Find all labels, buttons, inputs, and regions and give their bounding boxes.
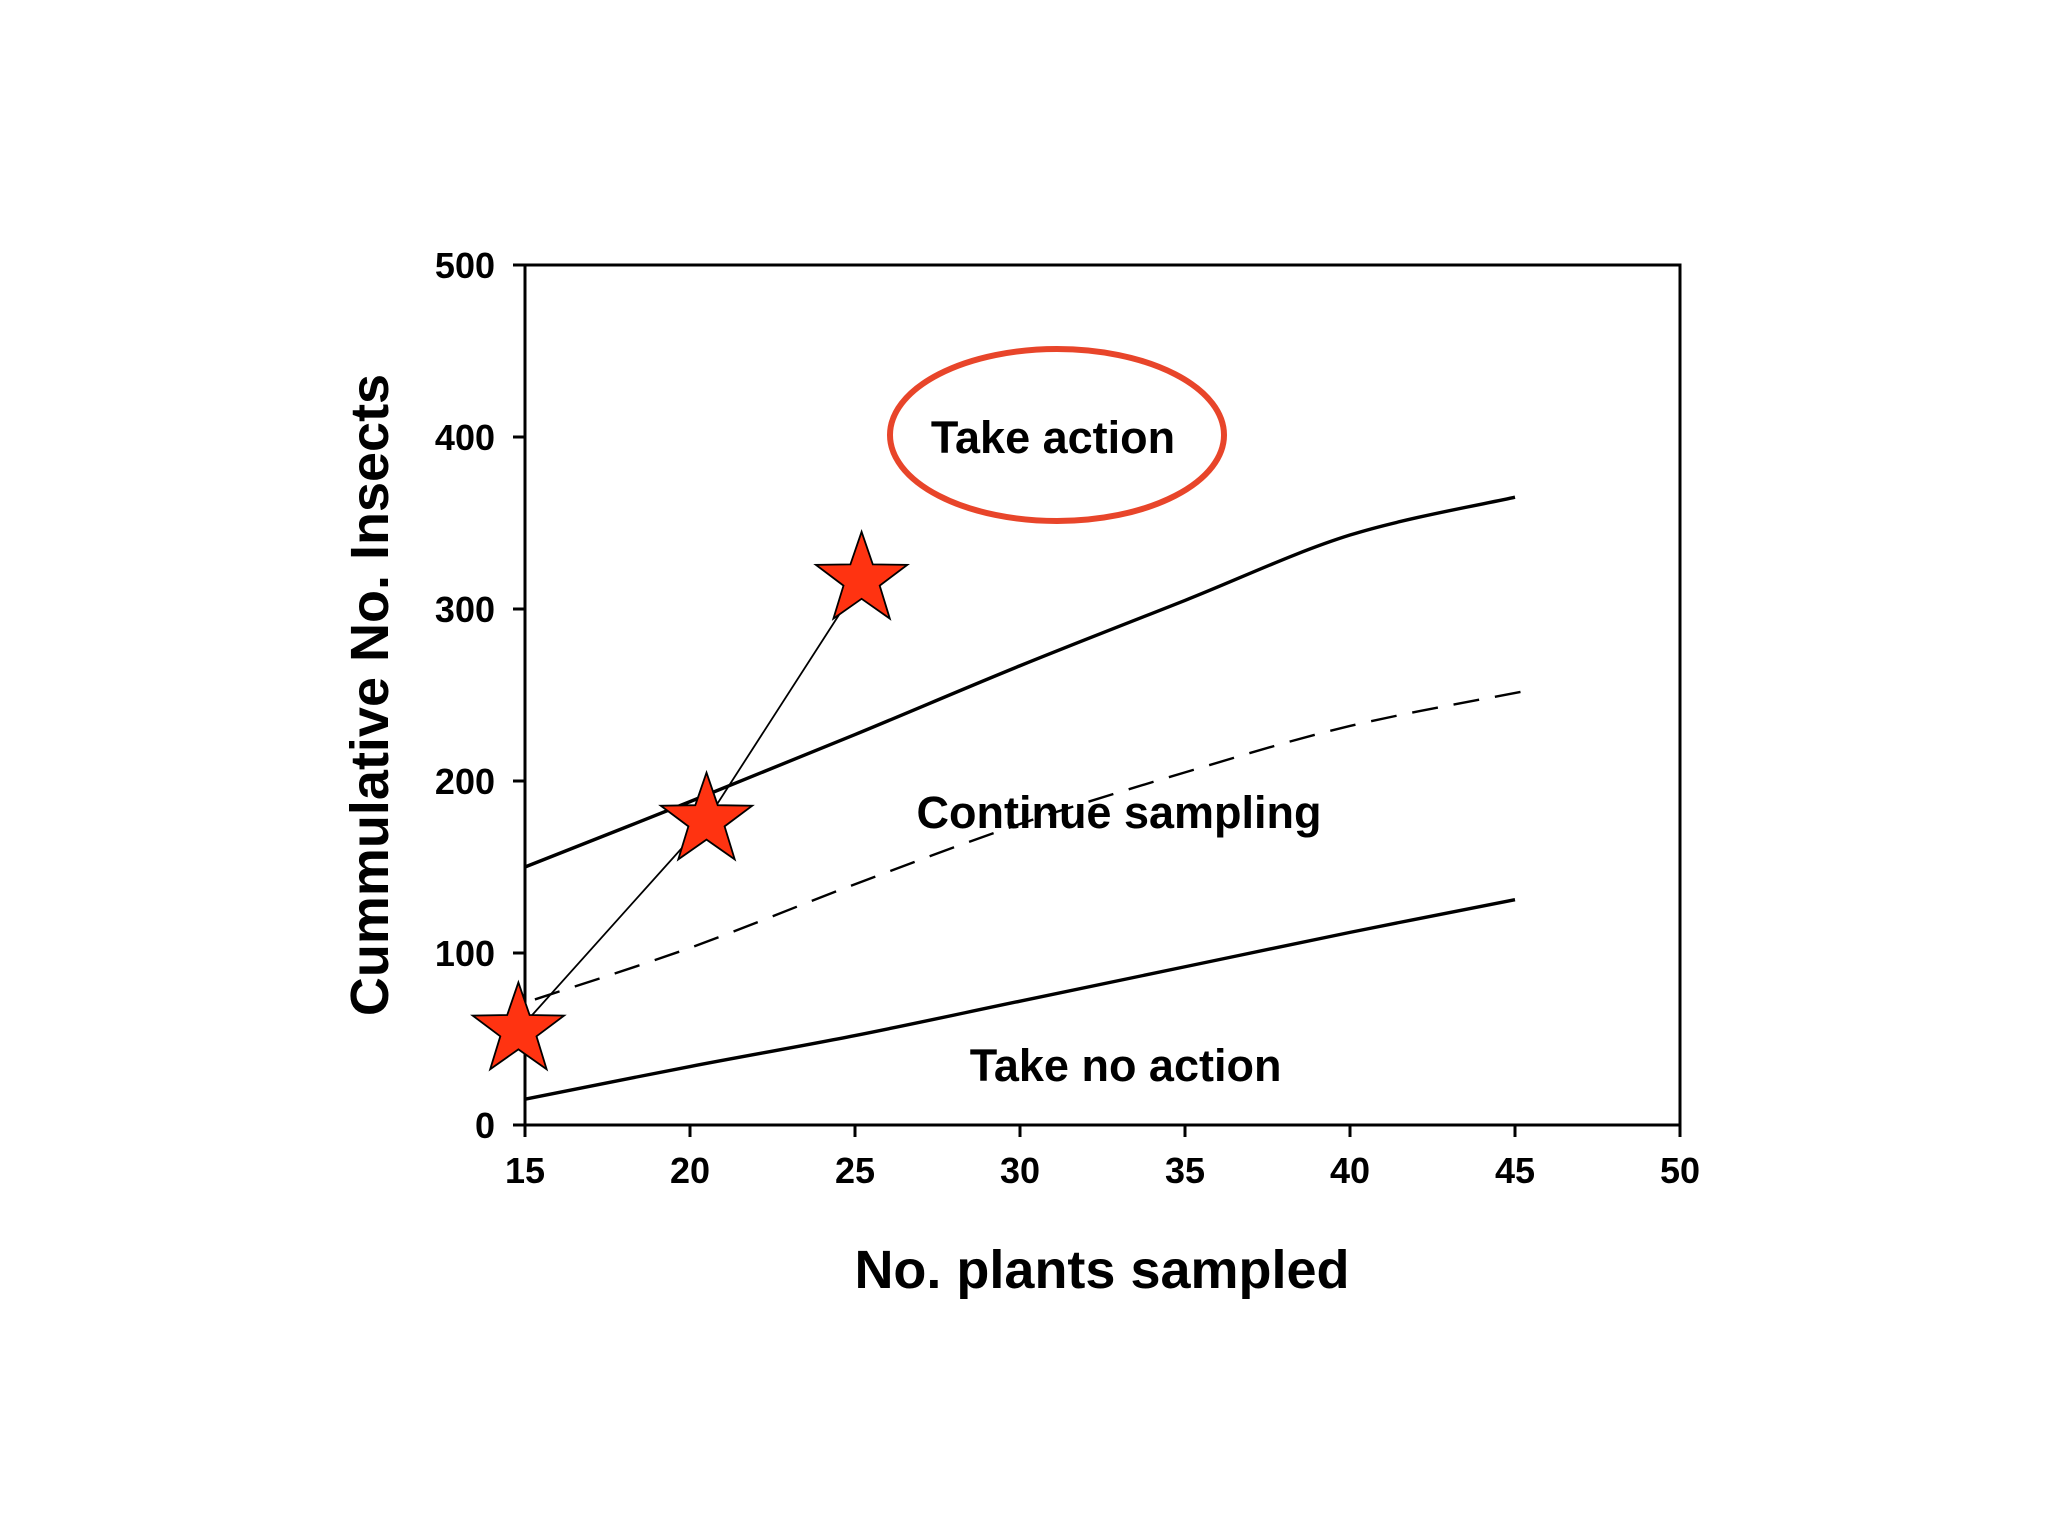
dashed-boundary-line [534,688,1532,1001]
star-marker [813,529,910,621]
y-tick-label: 0 [475,1105,495,1146]
take-action-ellipse [887,346,1227,524]
region-label: Continue sampling [917,787,1322,838]
y-tick-label: 100 [435,933,495,974]
plot-frame [523,263,1682,1127]
y-tick-label: 300 [435,589,495,630]
x-tick-label: 30 [1000,1150,1040,1191]
y-tick-label: 400 [435,417,495,458]
x-tick-label: 45 [1495,1150,1535,1191]
region-label: Take no action [970,1040,1282,1091]
region-label: Take action [931,412,1175,463]
y-tick-label: 200 [435,761,495,802]
x-tick-label: 15 [505,1150,545,1191]
y-tick-label: 500 [435,245,495,286]
lower-boundary-line [524,898,1516,1101]
annotation-layer: Take action Continue sampling Take no acti… [887,346,1322,1091]
x-tick-label: 35 [1165,1150,1205,1191]
x-tick-label: 50 [1660,1150,1700,1191]
y-axis: 0 100 200 300 400 500 [435,245,525,1146]
x-axis-title: No. plants sampled [854,1240,1349,1300]
star-marker [658,769,755,862]
x-tick-label: 25 [835,1150,875,1191]
upper-boundary-line [524,495,1516,869]
series-layer [470,495,1532,1101]
star-marker [470,979,567,1072]
x-tick-label: 20 [670,1150,710,1191]
x-tick-label: 40 [1330,1150,1370,1191]
y-axis-title: Cummulative No. Insects [340,374,400,1016]
x-axis: 15 20 25 30 35 40 45 50 [505,1125,1700,1191]
